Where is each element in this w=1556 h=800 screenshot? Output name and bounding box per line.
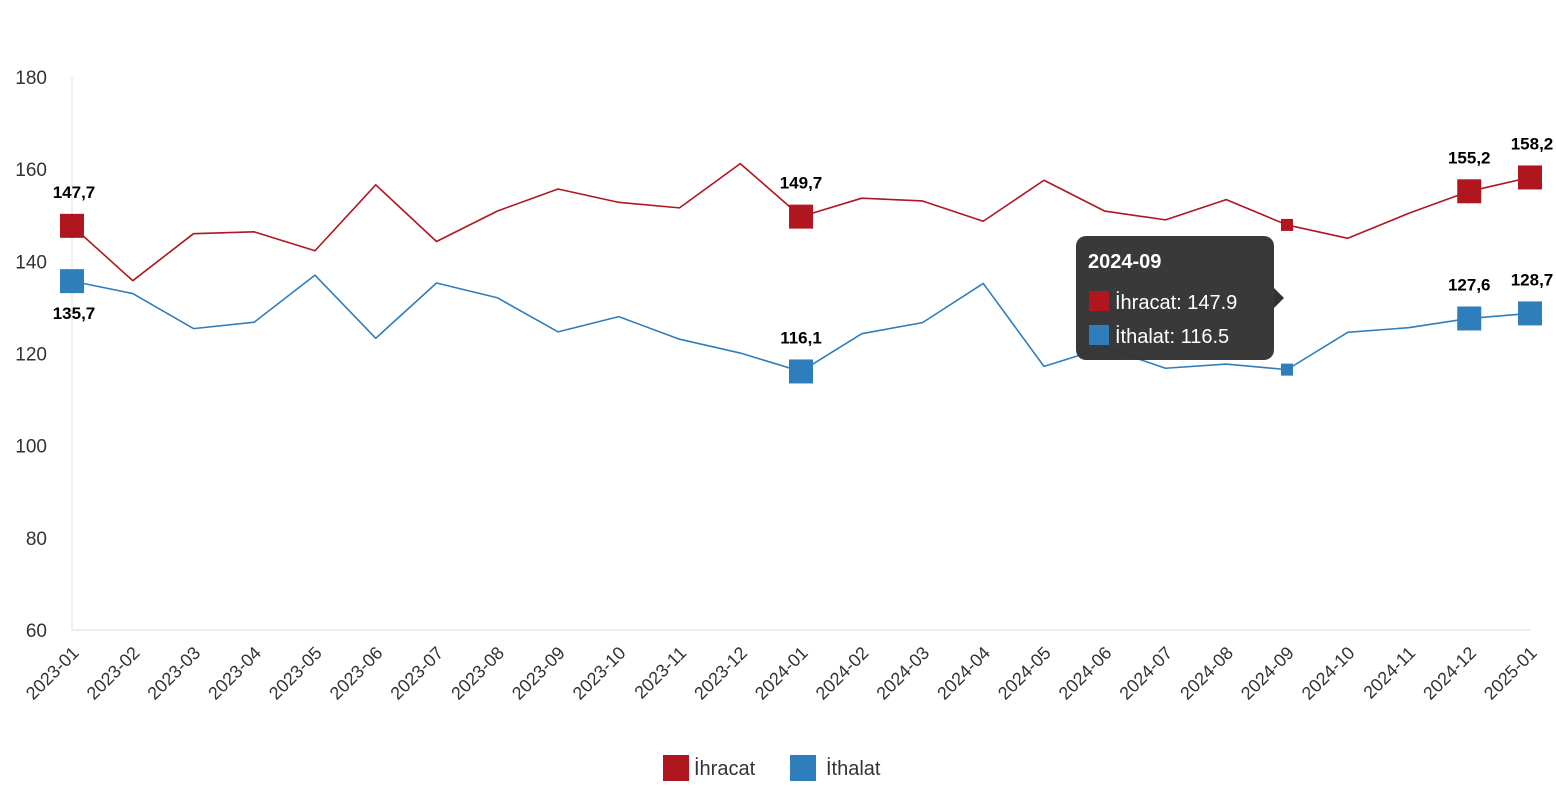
tooltip: 2024-09 İhracat: 147.9 İthalat: 116.5 bbox=[1076, 236, 1284, 360]
legend-label: İhracat bbox=[694, 757, 756, 780]
x-tick-label: 2024-08 bbox=[1176, 643, 1237, 704]
data-label: 116,1 bbox=[780, 328, 822, 347]
x-tick-label: 2024-01 bbox=[751, 643, 812, 704]
series-line-ithalat bbox=[71, 274, 1531, 373]
x-tick-label: 2023-06 bbox=[326, 643, 387, 704]
x-tick-label: 2024-05 bbox=[994, 643, 1055, 704]
series-layer bbox=[60, 162, 1542, 384]
x-tick-label: 2023-07 bbox=[386, 643, 447, 704]
data-label: 149,7 bbox=[780, 174, 823, 193]
y-tick-label: 180 bbox=[15, 68, 47, 89]
x-tick-label: 2024-10 bbox=[1298, 643, 1359, 704]
x-tick-label: 2024-09 bbox=[1237, 643, 1298, 704]
tooltip-swatch bbox=[1089, 291, 1109, 311]
data-point-marker bbox=[1281, 363, 1293, 376]
y-tick-label: 160 bbox=[15, 160, 47, 181]
data-label: 158,2 bbox=[1511, 134, 1554, 153]
data-labels: 147,7 149,7 155,2 158,2 135,7 116,1 127,6 128,7 bbox=[53, 134, 1554, 347]
data-point-marker bbox=[1281, 218, 1293, 231]
data-point-marker bbox=[789, 204, 813, 229]
legend-swatch bbox=[663, 755, 689, 781]
x-tick-label: 2023-09 bbox=[508, 643, 569, 704]
tooltip-pointer bbox=[1274, 288, 1284, 308]
data-point-marker bbox=[60, 213, 84, 238]
x-tick-label: 2023-03 bbox=[143, 643, 204, 704]
x-tick-label: 2024-07 bbox=[1115, 643, 1176, 704]
x-tick-label: 2023-11 bbox=[630, 643, 690, 703]
y-tick-label: 140 bbox=[15, 252, 47, 273]
data-label: 155,2 bbox=[1448, 148, 1491, 167]
y-tick-label: 100 bbox=[15, 437, 47, 458]
x-tick-label: 2023-08 bbox=[447, 643, 508, 704]
axes: 60 80 100 120 140 160 180 2023-01 2023-02 2023-03… bbox=[15, 68, 1541, 704]
x-tick-label: 2024-11 bbox=[1359, 643, 1419, 703]
data-point-marker bbox=[1457, 306, 1482, 331]
tooltip-box bbox=[1076, 236, 1274, 360]
x-tick-label: 2024-02 bbox=[812, 643, 873, 704]
y-tick-label: 60 bbox=[26, 621, 47, 642]
x-tick-label: 2023-05 bbox=[265, 643, 326, 704]
data-label: 127,6 bbox=[1448, 275, 1491, 294]
data-point-marker bbox=[60, 269, 84, 294]
data-label: 135,7 bbox=[53, 304, 96, 323]
data-label: 128,7 bbox=[1511, 270, 1554, 289]
data-point-marker bbox=[1518, 301, 1542, 326]
x-tick-label: 2024-03 bbox=[872, 643, 933, 704]
x-tick-label: 2023-10 bbox=[569, 643, 630, 704]
data-label: 147,7 bbox=[53, 183, 96, 202]
tooltip-line: İthalat: 116.5 bbox=[1115, 325, 1229, 348]
x-tick-label: 2025-01 bbox=[1480, 643, 1541, 704]
legend-swatch bbox=[790, 755, 816, 781]
data-point-marker bbox=[1457, 179, 1482, 204]
y-tick-label: 80 bbox=[26, 529, 47, 550]
x-tick-label: 2023-01 bbox=[22, 643, 83, 704]
x-tick-label: 2024-06 bbox=[1055, 643, 1116, 704]
y-tick-label: 120 bbox=[15, 345, 47, 366]
data-point-marker bbox=[789, 359, 813, 384]
legend: İhracat İthalat bbox=[663, 755, 881, 781]
x-tick-label: 2023-04 bbox=[204, 643, 265, 704]
x-tick-label: 2023-12 bbox=[690, 643, 751, 704]
legend-label: İthalat bbox=[826, 757, 881, 780]
tooltip-title: 2024-09 bbox=[1088, 251, 1161, 273]
x-tick-label: 2024-04 bbox=[933, 643, 994, 704]
tooltip-line: İhracat: 147.9 bbox=[1115, 291, 1237, 314]
tooltip-swatch bbox=[1089, 325, 1109, 345]
data-point-marker bbox=[1518, 165, 1542, 190]
x-tick-label: 2024-12 bbox=[1419, 643, 1480, 704]
x-tick-label: 2023-02 bbox=[83, 643, 144, 704]
